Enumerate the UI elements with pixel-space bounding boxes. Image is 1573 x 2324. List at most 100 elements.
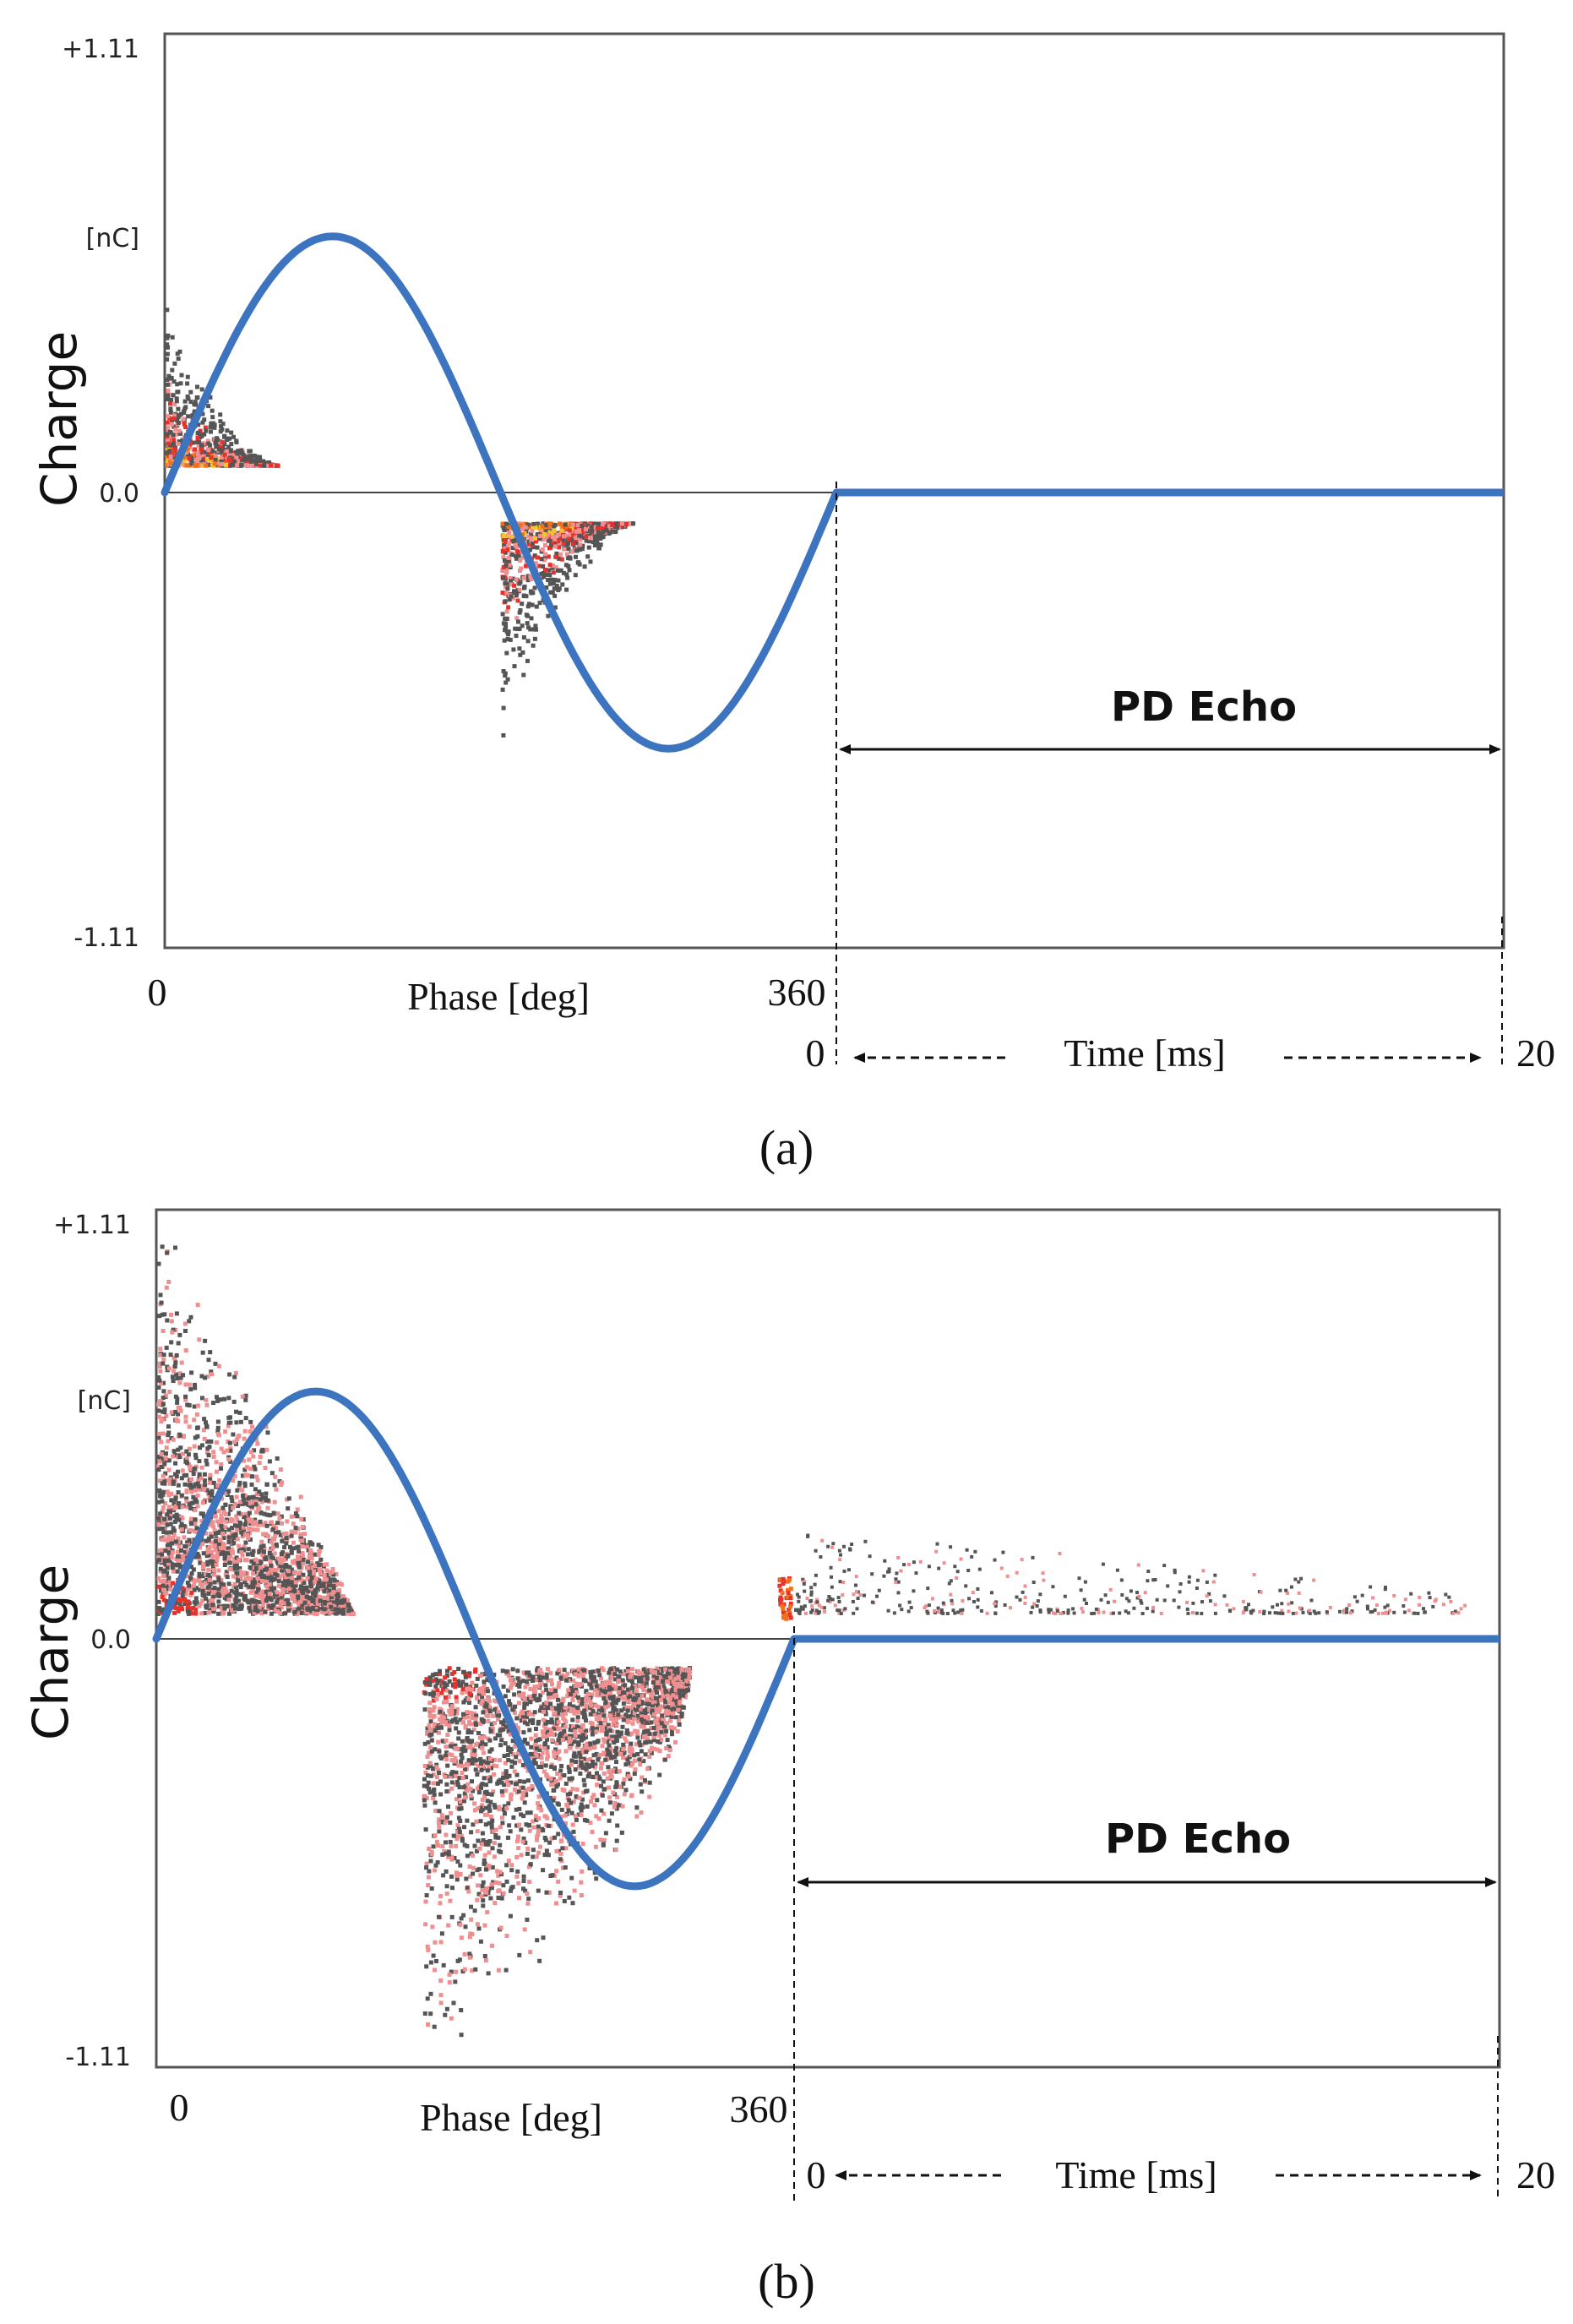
pd-point [584,527,588,531]
pd-point [173,1410,177,1414]
pd-point [578,543,582,547]
pd-point [286,1569,291,1573]
pd-point [299,1532,303,1537]
pd-point [293,1610,297,1614]
pd-point [163,1407,167,1412]
pd-point [564,1803,569,1807]
pd-point [224,1520,228,1524]
pd-point [273,1572,277,1576]
pd-point [439,1993,444,1997]
pd-point [231,1551,235,1555]
pd-point [211,1595,215,1599]
pd-point [161,1492,165,1496]
pd-point [161,1329,166,1333]
pd-point [511,1667,515,1671]
pd-point [178,1434,182,1438]
pd-point [267,1576,271,1580]
pd-point [195,440,199,444]
pd-point [473,1908,477,1913]
pd-point [183,1395,188,1399]
pd-point [187,1584,191,1588]
pd-point [423,2011,427,2016]
pd-point [200,1396,204,1400]
pd-point [459,1872,463,1876]
pd-point [193,1467,197,1471]
pd-point [530,616,534,620]
pd-point [565,1672,569,1676]
pd-point [234,1420,238,1424]
pd-point [541,547,545,552]
pd-point [227,1540,231,1544]
pd-point [186,1599,190,1603]
pd-point [536,1851,541,1855]
pd-point [507,531,511,535]
pd-point [514,634,519,638]
pd-point [604,1831,608,1835]
pd-point [220,462,224,466]
pd-point [516,599,520,603]
pd-point [214,1548,218,1552]
pd-point [444,1870,449,1874]
pd-point [185,464,189,468]
pd-point [678,1723,682,1727]
pd-point [182,1535,186,1539]
pd-point [312,1570,316,1574]
pd-point [216,1612,220,1616]
pd-point [239,1592,243,1597]
pd-point [160,1452,164,1456]
pd-point [247,1600,251,1604]
pd-point [521,1730,525,1734]
pd-point [455,1877,460,1881]
pd-point [172,362,177,366]
pd-point [239,1605,243,1609]
pd-point [248,1511,252,1516]
pd-point [254,1502,259,1506]
pd-point [194,1596,199,1600]
pd-point [657,1773,661,1777]
pd-point [437,1825,441,1829]
pd-point [194,1456,199,1460]
pd-point [497,1710,501,1714]
pd-point [202,1551,206,1555]
pd-point [168,1516,172,1521]
pd-point [217,1433,221,1437]
pd-point [529,1862,533,1866]
pd-point [158,1548,162,1553]
pd-point [192,402,196,406]
pd-point [583,1783,587,1788]
pd-point [169,454,173,459]
pd-point [239,1550,243,1554]
pd-point [522,576,526,580]
pd-point [204,429,208,433]
pd-point [634,1815,639,1819]
pd-point [212,426,216,430]
pd-point [425,1862,429,1866]
pd-point [171,393,176,397]
pd-point [556,1880,560,1884]
pd-point [509,1914,513,1919]
pd-point [535,1835,539,1839]
phase-end-label: 360 [768,971,826,1014]
pd-point [269,1520,274,1524]
pd-point [536,546,540,550]
pd-point [491,1714,495,1718]
pd-point [208,1481,212,1485]
pd-point [246,1552,250,1556]
pd-point [523,1800,527,1804]
pd-point [588,536,592,540]
pd-point [232,1400,237,1404]
pd-point [438,1901,442,1905]
pd-point [188,1528,193,1532]
pd-point [245,1558,249,1562]
pd-point [170,1410,174,1414]
pd-point [504,522,509,526]
pd-point [517,1701,521,1705]
pd-point [560,529,564,533]
pd-point [442,1963,446,1968]
pd-point [549,1782,553,1787]
pd-point [262,464,266,468]
pd-point [176,1559,180,1563]
pd-point [204,464,209,468]
pd-point [269,1564,273,1568]
